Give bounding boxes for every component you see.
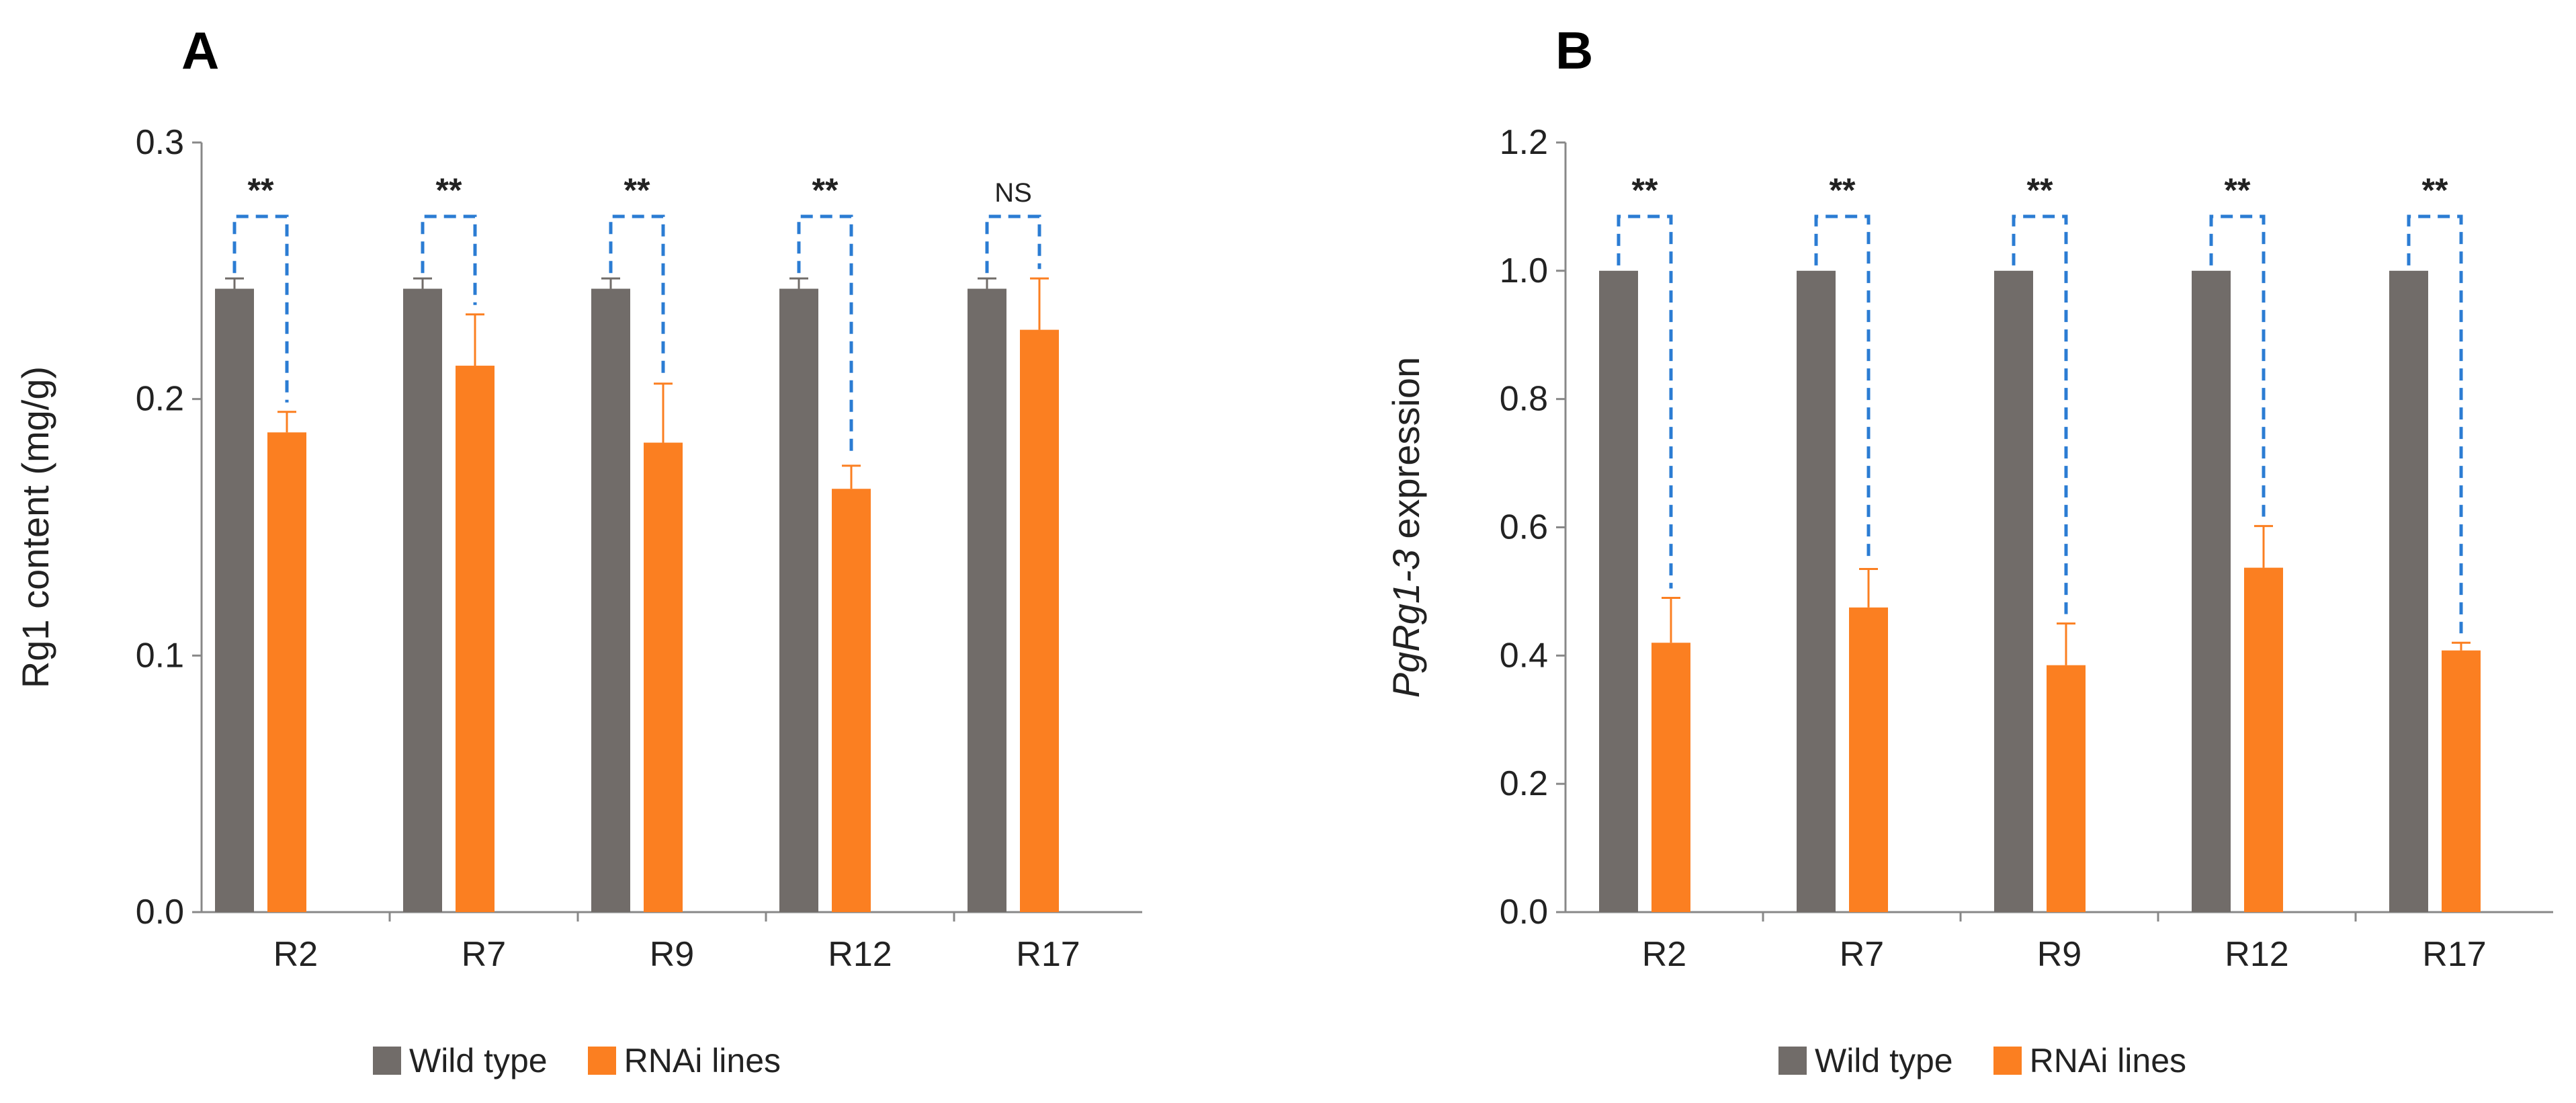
- bar-wild-type: [1599, 270, 1638, 912]
- significance-label: **: [436, 171, 462, 209]
- bar-rnai: [2244, 567, 2283, 912]
- significance-bracket: [1814, 214, 1871, 560]
- y-tick-label: 0.4: [1500, 636, 1548, 675]
- significance-bracket: [609, 214, 665, 374]
- y-axis-label: Rg1 content (mg/g): [14, 366, 56, 688]
- y-tick-label: 0.0: [1500, 893, 1548, 932]
- x-tick-label: R9: [2037, 935, 2081, 974]
- legend-swatch-rnai: [587, 1047, 616, 1075]
- bar-wild-type: [1994, 270, 2033, 912]
- bar-wild-type: [2192, 270, 2231, 912]
- y-tick-label: 0.2: [136, 380, 184, 419]
- y-tick-label: 0.0: [136, 893, 184, 932]
- y-axis-label-gene: PgRg1-3: [1385, 549, 1427, 698]
- y-tick-label: 1.0: [1500, 251, 1548, 290]
- bar-wild-type: [591, 288, 630, 912]
- bar-wild-type: [968, 288, 1006, 912]
- x-tick-label: R7: [462, 935, 506, 974]
- chart-b: 0.0 0.2 0.4 0.6 0.8 1.0 1.2 PgRg1-3 expression *…: [1385, 123, 2553, 974]
- legend-label-rnai: RNAi lines: [624, 1042, 781, 1079]
- bar-wild-type: [403, 288, 442, 912]
- significance-label: **: [2027, 171, 2053, 209]
- y-tick-label: 0.8: [1500, 380, 1548, 419]
- legend-label-wild-type: Wild type: [1815, 1042, 1953, 1079]
- legend-item-rnai: RNAi lines: [587, 1041, 781, 1080]
- significance-bracket: [2209, 214, 2266, 517]
- legend-a: Wild type RNAi lines: [373, 1040, 821, 1081]
- bar-rnai: [832, 489, 871, 912]
- bar-rnai: [1849, 607, 1888, 912]
- significance-label: **: [1632, 171, 1658, 209]
- legend-item-wild-type: Wild type: [1778, 1041, 1953, 1080]
- bar-wild-type: [1797, 270, 1836, 912]
- significance-bracket: [797, 214, 853, 456]
- x-tick-label: R12: [2225, 935, 2288, 974]
- bar-wild-type: [2389, 270, 2428, 912]
- legend-label-wild-type: Wild type: [409, 1042, 548, 1079]
- significance-bracket: [232, 214, 289, 403]
- y-axis-label-rest: expression: [1385, 357, 1427, 549]
- significance-label: **: [1830, 171, 1856, 209]
- x-tick-label: R12: [828, 935, 892, 974]
- significance-bracket: [2407, 214, 2463, 634]
- legend-swatch-wild-type: [373, 1047, 401, 1075]
- y-tick-label: 0.1: [136, 636, 184, 675]
- bar-rnai: [2442, 650, 2481, 912]
- bar-rnai: [456, 366, 495, 912]
- x-tick-label: R2: [273, 935, 318, 974]
- bar-wild-type: [215, 288, 254, 912]
- significance-label: **: [2422, 171, 2448, 209]
- significance-bracket: [1617, 214, 1673, 589]
- chart-panel-b: B 0.0 0.2 0.4 0.6 0.8 1.0 1.2 PgRg1-3 expressio…: [1288, 0, 2576, 1103]
- legend-label-rnai: RNAi lines: [2029, 1042, 2187, 1079]
- significance-bracket: [421, 214, 477, 305]
- x-tick-label: R9: [650, 935, 694, 974]
- x-tick-label: R2: [1642, 935, 1686, 974]
- x-tick-label: R7: [1840, 935, 1884, 974]
- legend-item-wild-type: Wild type: [373, 1041, 548, 1080]
- y-tick-label: 0.2: [1500, 764, 1548, 803]
- bar-rnai: [2047, 665, 2086, 912]
- significance-label: **: [812, 171, 839, 209]
- significance-label: NS: [994, 178, 1032, 208]
- chart-a: 0.0 0.1 0.2 0.3 Rg1 content (mg/g) ** R2 ** R7 **…: [14, 123, 1142, 974]
- significance-bracket: [2012, 214, 2068, 614]
- significance-label: **: [248, 171, 274, 209]
- significance-bracket: [985, 214, 1041, 274]
- bar-wild-type: [779, 288, 818, 912]
- y-axis-label: PgRg1-3 expression: [1385, 357, 1427, 698]
- y-tick-label: 1.2: [1500, 123, 1548, 162]
- x-tick-label: R17: [2422, 935, 2486, 974]
- panel-label-b: B: [1555, 21, 1594, 80]
- bar-rnai: [267, 432, 306, 912]
- significance-label: **: [2225, 171, 2251, 209]
- panel-label-a: A: [181, 21, 220, 80]
- legend-swatch-rnai: [1993, 1047, 2022, 1075]
- bar-rnai: [1020, 329, 1059, 912]
- bar-rnai: [644, 442, 683, 912]
- x-tick-label: R17: [1016, 935, 1080, 974]
- legend-item-rnai: RNAi lines: [1993, 1041, 2186, 1080]
- significance-label: **: [624, 171, 650, 209]
- bar-rnai: [1651, 643, 1690, 912]
- legend-swatch-wild-type: [1778, 1047, 1807, 1075]
- y-tick-label: 0.6: [1500, 508, 1548, 547]
- legend-b: Wild type RNAi lines: [1778, 1040, 2227, 1081]
- y-tick-label: 0.3: [136, 123, 184, 162]
- chart-panel-a: A 0.0 0.1 0.2 0.3 Rg1 content (mg/g) ** R2 ** R7…: [14, 21, 1142, 1081]
